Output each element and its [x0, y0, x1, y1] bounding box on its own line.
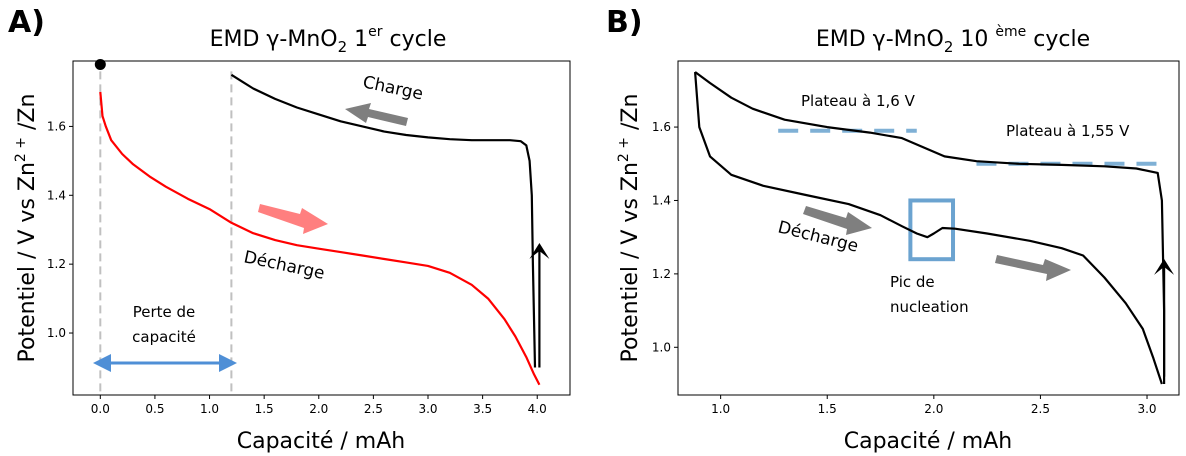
decharge-label-a: Décharge	[242, 247, 326, 284]
charge-arrow-a	[345, 103, 408, 126]
up-arrow-head	[1154, 258, 1175, 275]
panel-a-dashed-lines	[99, 71, 233, 395]
panel-b-xlabel: Capacité / mAh	[844, 429, 1012, 454]
panel-b-title: EMD γ-MnO2 10 ème cycle	[816, 24, 1090, 56]
x-tick-label: 2.5	[364, 402, 383, 416]
x-tick-label: 3.0	[1137, 402, 1156, 416]
plateau1-label: Plateau à 1,6 V	[801, 92, 916, 110]
y-tick-label: 1.0	[47, 326, 66, 340]
charge-label-a: Charge	[361, 72, 425, 104]
y-tick-label: 1.6	[652, 120, 671, 134]
panel-a-plot-area	[72, 60, 571, 396]
x-tick-label: 4.0	[528, 402, 547, 416]
x-tick-label: 0.0	[91, 402, 110, 416]
y-tick-label: 1.2	[47, 257, 66, 271]
y-tick-label: 1.0	[652, 340, 671, 354]
series-line-charge	[230, 73, 537, 368]
x-tick-label: 1.0	[711, 402, 730, 416]
series-line-charge	[694, 71, 1166, 384]
y-tick-label: 1.4	[47, 188, 66, 202]
x-tick-label: 0.5	[145, 402, 164, 416]
panel-b-label: B)	[606, 5, 643, 40]
series-line-dcharge	[99, 91, 541, 386]
panel-a: A) EMD γ-MnO2 1er cycle 0.0 0.5 1.0 1.5 2.0 2…	[8, 5, 571, 454]
panel-a-series	[94, 58, 550, 386]
y-tick-label: 1.6	[47, 119, 66, 133]
x-tick-label: 1.0	[200, 402, 219, 416]
panel-a-label: A)	[8, 5, 45, 40]
panel-a-ylabel: Potentiel / V vs Zn2 + /Zn	[13, 94, 40, 363]
plateau2-label: Plateau à 1,55 V	[1006, 122, 1130, 140]
x-tick-label: 2.5	[1031, 402, 1050, 416]
up-arrow-head	[529, 242, 550, 259]
panel-a-ticks: 0.0 0.5 1.0 1.5 2.0 2.5 3.0 3.5 4.0 1.0 1.2 1.4 1.6	[47, 119, 547, 416]
x-tick-label: 2.0	[309, 402, 328, 416]
panel-a-title: EMD γ-MnO2 1er cycle	[210, 24, 447, 56]
perte-label-line2: capacité	[132, 328, 196, 346]
series-line-dcharge	[694, 71, 1163, 385]
decharge-arrow-a	[258, 204, 328, 234]
panel-b-plot-area	[677, 60, 1180, 396]
start-marker	[94, 58, 106, 70]
y-tick-label: 1.4	[652, 193, 671, 207]
panel-b: B) EMD γ-MnO2 10 ème cycle 1.0 1.5 2.0 2.5 3…	[606, 5, 1180, 454]
x-tick-label: 1.5	[818, 402, 837, 416]
x-tick-label: 3.5	[473, 402, 492, 416]
panel-a-xlabel: Capacité / mAh	[237, 429, 405, 454]
x-tick-label: 3.0	[418, 402, 437, 416]
x-tick-label: 1.5	[255, 402, 274, 416]
panel-b-ticks: 1.0 1.5 2.0 2.5 3.0 1.0 1.2 1.4 1.6	[652, 120, 1157, 416]
panel-b-series	[694, 71, 1175, 385]
decharge-arrow-b1	[803, 206, 872, 235]
panel-b-ylabel: Potentiel / V vs Zn2 + /Zn	[616, 94, 643, 363]
nucleation-box	[908, 198, 956, 262]
pic-label-line2: nucleation	[890, 298, 969, 316]
y-tick-label: 1.2	[652, 267, 671, 281]
pic-label-line1: Pic de	[890, 273, 935, 291]
x-tick-label: 2.0	[924, 402, 943, 416]
decharge-arrow-b2	[995, 255, 1071, 281]
perte-label-line1: Perte de	[133, 303, 196, 321]
